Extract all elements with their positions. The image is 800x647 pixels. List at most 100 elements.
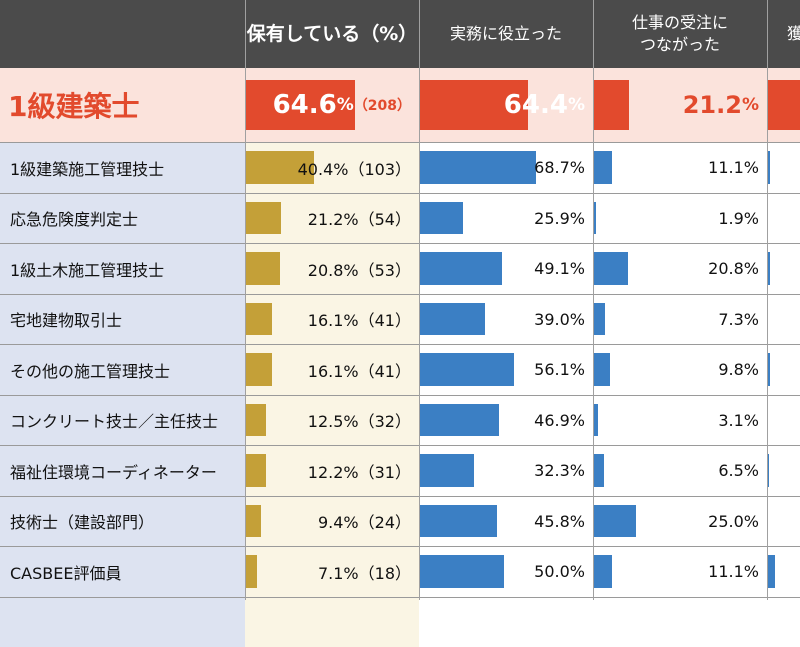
row-fourth-cell [767, 395, 800, 445]
row-orders-cell: 7.3% [593, 294, 767, 344]
table-row: 応急危険度判定士 21.2%（54） 25.9% 1.9% [0, 193, 800, 243]
row-orders-bar [593, 303, 605, 335]
highlight-orders-cell: 21.2% [593, 68, 767, 142]
row-useful-cell [419, 597, 593, 647]
column-divider [245, 0, 246, 600]
row-owned-value: 16.1%（41） [307, 311, 411, 330]
row-orders-value: 6.5% [718, 461, 759, 480]
row-useful-cell: 49.1% [419, 243, 593, 294]
table-row [0, 597, 800, 647]
row-useful-value: 50.0% [534, 562, 585, 581]
row-owned-bar [245, 505, 261, 537]
row-orders-value: 7.3% [718, 309, 759, 329]
highlight-useful-cell: 64.4% [419, 68, 593, 142]
row-fourth-cell [767, 496, 800, 546]
row-divider [0, 546, 800, 547]
header-row: 保有している（%） 実務に役立った 仕事の受注につながった 獲 [0, 0, 800, 68]
row-orders-value: 11.1% [708, 562, 759, 581]
row-divider [0, 496, 800, 497]
row-owned-value: 40.4%（103） [297, 159, 411, 179]
header-fourth: 獲 [767, 0, 800, 68]
row-fourth-cell [767, 344, 800, 395]
row-orders-value: 9.8% [718, 360, 759, 379]
row-divider [0, 395, 800, 396]
row-label: 福祉住環境コーディネーター [0, 445, 245, 496]
row-owned-bar [245, 252, 280, 285]
row-divider [0, 294, 800, 295]
row-owned-value: 7.1%（18） [317, 563, 411, 583]
header-owned: 保有している（%） [245, 0, 419, 68]
row-owned-cell [245, 597, 419, 647]
highlight-owned-value: 64.6% （208） [272, 90, 411, 120]
row-label: コンクリート技士／主任技士 [0, 395, 245, 445]
row-orders-value: 25.0% [708, 511, 759, 531]
row-useful-bar [419, 252, 502, 285]
row-useful-cell: 50.0% [419, 546, 593, 597]
highlight-fourth-bar [767, 80, 800, 130]
highlight-orders-value: 21.2% [682, 91, 759, 119]
row-divider [0, 344, 800, 345]
table-row: 技術士（建設部門） 9.4%（24） 45.8% 25.0% [0, 496, 800, 546]
row-owned-value: 12.2%（31） [307, 462, 411, 482]
table-row: その他の施工管理技士 16.1%（41） 56.1% 9.8% [0, 344, 800, 395]
row-orders-cell: 20.8% [593, 243, 767, 294]
table-row: 1級建築施工管理技士 40.4%（103） 68.7% 11.1% [0, 142, 800, 193]
highlight-label: 1級建築士 [0, 68, 245, 142]
row-orders-bar [593, 454, 604, 487]
row-useful-cell: 25.9% [419, 193, 593, 243]
table-row: 福祉住環境コーディネーター 12.2%（31） 32.3% 6.5% [0, 445, 800, 496]
table-row: CASBEE評価員 7.1%（18） 50.0% 11.1% [0, 546, 800, 597]
row-label: その他の施工管理技士 [0, 344, 245, 395]
row-fourth-cell [767, 294, 800, 344]
row-useful-bar [419, 404, 499, 436]
row-useful-bar [419, 151, 536, 184]
row-divider [0, 193, 800, 194]
row-fourth-bar [767, 252, 770, 285]
row-orders-bar [593, 505, 636, 537]
row-orders-cell: 25.0% [593, 496, 767, 546]
row-label [0, 597, 245, 647]
row-fourth-cell [767, 546, 800, 597]
row-owned-bar [245, 151, 314, 184]
row-useful-cell: 46.9% [419, 395, 593, 445]
table-row: 宅地建物取引士 16.1%（41） 39.0% 7.3% [0, 294, 800, 344]
row-useful-bar [419, 505, 497, 537]
row-orders-cell: 11.1% [593, 546, 767, 597]
row-orders-bar [593, 202, 596, 234]
row-orders-value: 1.9% [718, 208, 759, 228]
row-useful-bar [419, 353, 514, 386]
row-owned-bar [245, 454, 266, 487]
row-useful-bar [419, 555, 504, 588]
row-fourth-cell [767, 445, 800, 496]
highlight-orders-bar [593, 80, 629, 130]
row-fourth-bar [767, 555, 775, 588]
column-divider [419, 0, 420, 600]
row-owned-bar [245, 404, 266, 436]
row-label: 技術士（建設部門） [0, 496, 245, 546]
row-useful-cell: 39.0% [419, 294, 593, 344]
row-orders-bar [593, 353, 610, 386]
row-fourth-cell [767, 243, 800, 294]
row-owned-cell: 40.4%（103） [245, 142, 419, 193]
header-orders: 仕事の受注につながった [593, 0, 767, 68]
row-orders-value: 3.1% [718, 410, 759, 430]
table-row: 1級土木施工管理技士 20.8%（53） 49.1% 20.8% [0, 243, 800, 294]
row-divider [0, 597, 800, 598]
row-fourth-cell [767, 193, 800, 243]
row-divider [0, 445, 800, 446]
row-fourth-cell [767, 142, 800, 193]
highlight-owned-cell: 64.6% （208） [245, 68, 419, 142]
row-owned-bar [245, 555, 257, 588]
highlight-row: 1級建築士 64.6% （208） 64.4% 21.2% [0, 68, 800, 142]
row-useful-cell: 32.3% [419, 445, 593, 496]
row-label: CASBEE評価員 [0, 546, 245, 597]
row-useful-value: 68.7% [534, 158, 585, 177]
table-row: コンクリート技士／主任技士 12.5%（32） 46.9% 3.1% [0, 395, 800, 445]
row-label: 1級建築施工管理技士 [0, 142, 245, 193]
row-orders-bar [593, 252, 628, 285]
row-orders-value: 11.1% [708, 158, 759, 177]
row-owned-bar [245, 303, 272, 335]
row-orders-bar [593, 151, 612, 184]
row-owned-value: 12.5%（32） [307, 412, 411, 431]
